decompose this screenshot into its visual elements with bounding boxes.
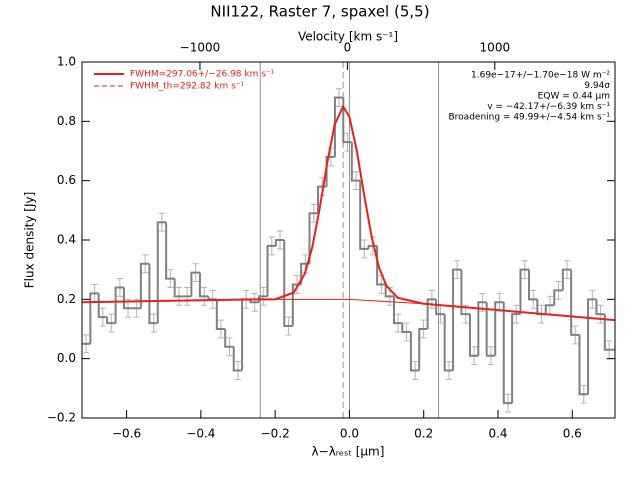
annotation: EQW = 0.44 μm <box>538 92 610 102</box>
spectrum-step <box>165 222 175 280</box>
x-tick-label: −0.6 <box>112 427 141 441</box>
spectrum-step <box>156 221 167 324</box>
spectrum-step <box>460 269 470 316</box>
y-tick-label: 0.6 <box>57 173 76 187</box>
spectrum-step <box>190 271 200 297</box>
spectrum-step <box>393 296 403 325</box>
spectrum-step <box>106 317 116 325</box>
y-tick-label: 0.4 <box>57 233 76 247</box>
x-tick-label: −0.4 <box>186 427 215 441</box>
legend-label: FWHM_th=292.82 km s⁻¹ <box>130 82 245 92</box>
spectrum-step <box>114 286 124 324</box>
spectrum-step <box>241 298 251 371</box>
spectrum-step <box>485 302 496 357</box>
spectrum-step <box>342 97 352 144</box>
spectrum-step <box>426 298 437 329</box>
spectrum-step <box>198 272 209 298</box>
continuum-line <box>81 298 616 321</box>
legend-label: FWHM=297.06+/−26.98 km s⁻¹ <box>130 70 275 80</box>
y-axis-label: Flux density [Jy] <box>23 192 37 289</box>
annotation: 1.69e−17+/−1.70e−18 W m⁻² <box>471 71 610 81</box>
x2-tick-label: −1000 <box>180 41 221 55</box>
x2-tick-label: 0 <box>344 41 352 55</box>
spectrum-step <box>139 262 150 309</box>
spectrum-step <box>528 269 538 301</box>
annotation: Broadening = 49.99+/−4.54 km s⁻¹ <box>449 113 611 123</box>
spectrum-step <box>570 269 580 336</box>
x-tick-label: 0.6 <box>563 427 582 441</box>
x2-axis-label: Velocity [km s⁻¹] <box>298 30 398 44</box>
spectrum-step <box>502 302 513 405</box>
spectrum-step <box>603 314 615 351</box>
spectrum-step <box>148 263 158 325</box>
spectrum-step <box>224 329 234 348</box>
spectrum-step <box>401 323 411 333</box>
spectrum-step <box>333 96 344 157</box>
spectrum-step <box>308 212 319 264</box>
spectrum-step <box>578 334 589 396</box>
spectrum-step <box>553 289 563 306</box>
spectrum-step <box>452 268 462 371</box>
fit-line <box>81 105 616 321</box>
spectrum-step <box>494 301 504 356</box>
spectrum-step <box>409 331 420 372</box>
y-tick-label: 0.8 <box>57 114 76 128</box>
spectrum-step <box>232 346 243 372</box>
spectrum-step <box>173 278 184 298</box>
x-tick-label: −0.2 <box>261 427 290 441</box>
annotation: v = −42.17+/−6.39 km s⁻¹ <box>487 102 610 112</box>
spectrum-step <box>325 155 335 187</box>
spectrum-step <box>283 240 293 328</box>
spectrum-step <box>468 314 479 357</box>
spectrum-step <box>477 301 487 356</box>
x-tick-label: 0.4 <box>488 427 507 441</box>
spectrum-step <box>359 180 369 250</box>
spectrum-step <box>561 268 572 291</box>
spectrum-step <box>443 314 454 372</box>
x-tick-label: 0.0 <box>340 427 359 441</box>
spectrum-step <box>519 268 530 315</box>
spectrum-step <box>274 239 285 246</box>
spectrum-step <box>350 142 361 182</box>
spectrum-step <box>266 244 276 297</box>
spectrum-step <box>122 287 133 310</box>
x-axis-label: λ−λᵣₑₛₜ [μm] <box>312 445 385 459</box>
spectrum-step <box>511 313 521 404</box>
y-tick-label: 0.0 <box>57 351 76 365</box>
chart-title: NII122, Raster 7, spaxel (5,5) <box>210 3 429 21</box>
spectrum-step <box>89 292 99 344</box>
y-tick-label: 0.2 <box>57 292 76 306</box>
spectrum-step <box>544 304 555 315</box>
spectrum-step <box>215 299 226 330</box>
spectrum-step <box>587 298 597 395</box>
annotation: 9.94σ <box>584 81 610 91</box>
spectrum-step <box>384 284 394 298</box>
y-tick-label: −0.2 <box>47 411 76 425</box>
x2-tick-label: 1000 <box>480 41 511 55</box>
spectrum-step <box>418 328 428 371</box>
x-tick-label: 0.2 <box>414 427 433 441</box>
spectrum-step <box>595 299 605 316</box>
y-tick-label: 1.0 <box>57 55 76 69</box>
